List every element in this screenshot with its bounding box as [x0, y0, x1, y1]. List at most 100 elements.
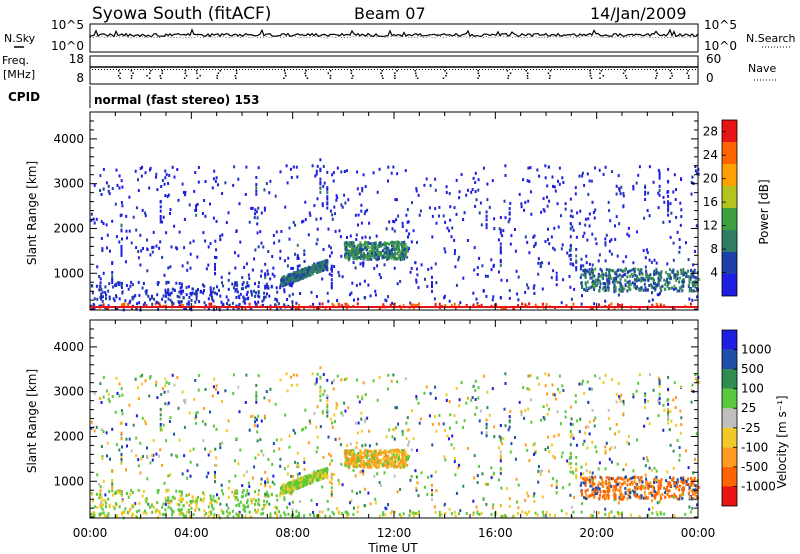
power-cell [302, 270, 305, 274]
power-cell [520, 202, 523, 206]
velocity-cell [530, 420, 533, 424]
power-cell [301, 276, 304, 280]
velocity-cell [330, 494, 333, 498]
velocity-cell [152, 453, 155, 457]
power-cell [195, 206, 198, 210]
power-cell [228, 271, 231, 275]
nave-point [221, 69, 222, 70]
power-cell [201, 283, 204, 287]
power-cell [571, 262, 574, 266]
power-cell [179, 286, 182, 290]
velocity-cell [381, 457, 384, 461]
power-cell [319, 158, 322, 162]
power-cell [586, 238, 589, 242]
power-cell [386, 257, 389, 261]
power-cell [349, 249, 352, 253]
power-cell [264, 286, 267, 290]
power-cell [579, 267, 582, 271]
velocity-cell [163, 390, 166, 394]
nave-dip-point [602, 75, 605, 77]
power-cell [553, 185, 556, 189]
power-cell [648, 165, 651, 169]
power-cell [225, 221, 228, 225]
nave-dip-point [589, 72, 592, 74]
power-cell [492, 295, 495, 299]
power-cell [255, 210, 258, 214]
power-cell [262, 297, 265, 301]
power-cell [395, 243, 398, 247]
velocity-cell [267, 458, 270, 461]
power-cell [560, 301, 563, 305]
power-cell [690, 275, 693, 279]
power-cell [272, 266, 275, 270]
velocity-cell [633, 480, 636, 484]
power-cell [662, 195, 665, 199]
velocity-cell [392, 373, 395, 377]
power-cell [621, 269, 624, 273]
power-cell [679, 268, 682, 272]
nave-point [488, 69, 489, 70]
power-cell [263, 208, 266, 212]
velocity-cell [254, 420, 256, 424]
power-cell [363, 279, 366, 283]
noise-left-tick-low: 10^0 [51, 39, 84, 53]
power-cell [243, 265, 246, 269]
power-cell [449, 218, 452, 222]
power-cell [256, 216, 259, 220]
velocity-cell [358, 400, 361, 404]
velocity-cell [583, 439, 586, 443]
power-cell [532, 235, 535, 239]
power-cell [400, 254, 403, 258]
power-cell [485, 214, 488, 218]
velocity-cell [347, 457, 350, 461]
velocity-cell [264, 494, 267, 498]
power-cell [246, 281, 249, 285]
power-cell [642, 249, 645, 253]
power-cell [290, 307, 293, 311]
nave-point [164, 69, 165, 70]
power-cell [298, 306, 301, 310]
power-cell [615, 184, 618, 188]
velocity-cell [302, 478, 305, 482]
power-cell [651, 298, 654, 302]
velocity-cell [672, 398, 675, 402]
velocity-cell [135, 414, 138, 418]
nave-dip-point [526, 77, 529, 79]
power-cell [419, 209, 422, 213]
velocity-cell [305, 476, 308, 480]
velocity-cell [262, 453, 265, 457]
power-cell [267, 272, 270, 276]
power-cell [636, 285, 639, 289]
velocity-cell [312, 510, 315, 514]
power-cell [685, 241, 687, 245]
nave-dip-point [382, 77, 384, 79]
power-cell [306, 271, 309, 275]
power-cell [418, 302, 420, 306]
velocity-cell [397, 458, 400, 462]
velocity-cell [326, 399, 329, 403]
power-cell [693, 271, 696, 275]
power-cell [340, 203, 343, 207]
power-cell [691, 298, 694, 302]
velocity-cell [183, 454, 186, 458]
velocity-cell [570, 505, 573, 509]
power-cell [250, 307, 253, 311]
velocity-cell [499, 436, 502, 440]
velocity-cell [256, 430, 259, 434]
velocity-cell [232, 391, 235, 395]
nave-dip-point [119, 72, 121, 74]
power-cell [315, 217, 318, 221]
power-cell [210, 302, 213, 306]
power-cell [197, 180, 200, 184]
velocity-cell [120, 461, 123, 465]
velocity-cell [591, 471, 594, 475]
velocity-cell [319, 398, 322, 402]
power-cell [182, 191, 185, 194]
velocity-cell [407, 428, 410, 432]
power-cell [486, 274, 489, 278]
velocity-cell [663, 408, 666, 412]
power-cell [564, 202, 567, 206]
power-cell [647, 274, 650, 278]
nave-point [269, 69, 270, 70]
power-cell [311, 164, 314, 168]
